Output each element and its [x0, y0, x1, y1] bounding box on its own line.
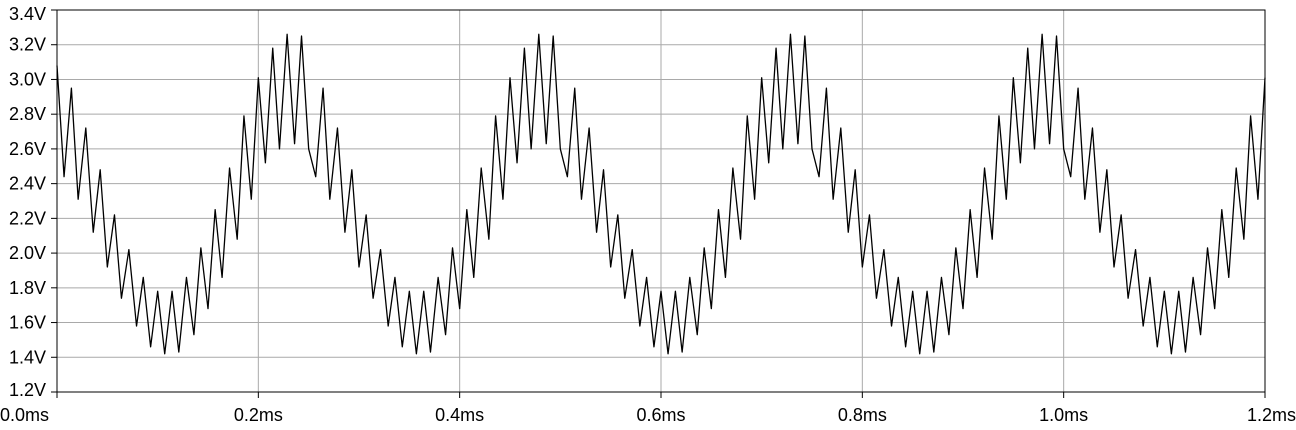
y-tick-label: 1.6V — [9, 313, 46, 333]
y-tick-label: 1.2V — [9, 380, 46, 400]
x-tick-label: 0.4ms — [435, 405, 484, 425]
series-layer — [56, 33, 1266, 355]
x-tick-label: 1.0ms — [1039, 405, 1088, 425]
y-tick-label: 2.6V — [9, 139, 46, 159]
y-tick-label: 3.0V — [9, 69, 46, 89]
plot-border — [56, 9, 1266, 393]
x-tick-label: 0.8ms — [838, 405, 887, 425]
x-axis-tick-labels: 0.0ms 0.2ms 0.4ms 0.6ms 0.8ms 1.0ms 1.2ms — [0, 405, 1296, 425]
y-tick-label: 2.0V — [9, 243, 46, 263]
y-tick-label: 1.4V — [9, 347, 46, 367]
plot-frame — [56, 9, 1266, 393]
y-axis-tick-labels: 1.2V 1.4V 1.6V 1.8V 2.0V 2.2V 2.4V 2.6V 2.8V 3.0V… — [9, 4, 46, 400]
x-tick-label: 1.2ms — [1247, 405, 1296, 425]
y-tick-label: 2.4V — [9, 174, 46, 194]
y-tick-label: 1.8V — [9, 278, 46, 298]
y-tick-label: 2.2V — [9, 208, 46, 228]
x-tick-label: 0.6ms — [636, 405, 685, 425]
y-tick-label: 3.2V — [9, 35, 46, 55]
y-tick-label: 2.8V — [9, 104, 46, 124]
x-tick-label: 0.0ms — [0, 405, 49, 425]
y-tick-label: 3.4V — [9, 4, 46, 24]
series-line — [56, 33, 1266, 355]
x-tick-label: 0.2ms — [234, 405, 283, 425]
